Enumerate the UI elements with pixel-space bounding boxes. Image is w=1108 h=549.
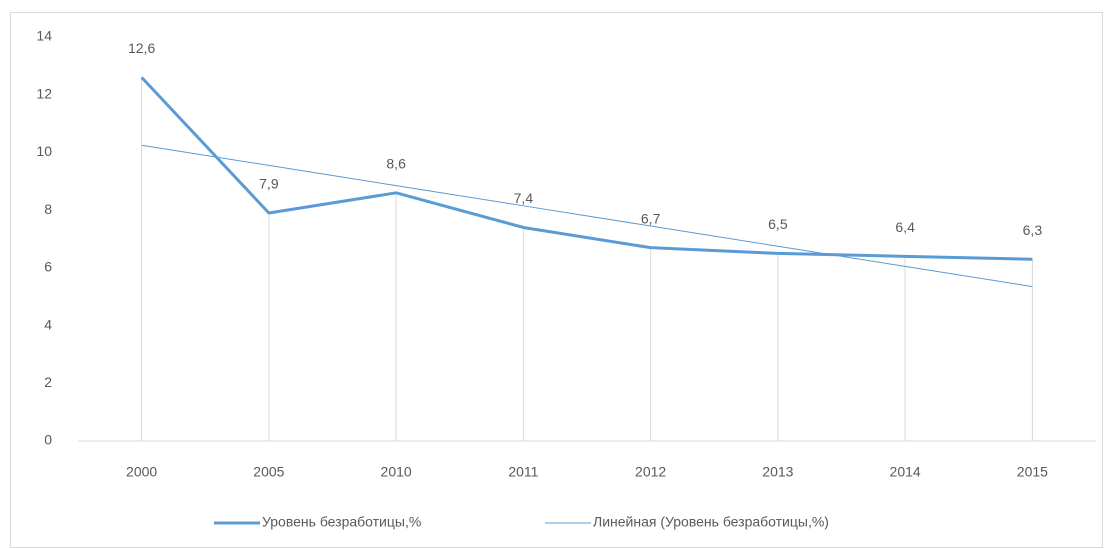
legend-label: Линейная (Уровень безработицы,%) [593, 514, 829, 530]
x-tick-label: 2011 [508, 464, 538, 480]
data-label: 6,4 [895, 219, 915, 235]
y-tick-label: 12 [36, 85, 52, 101]
x-tick-label: 2010 [381, 464, 412, 480]
data-label: 6,3 [1023, 222, 1043, 238]
data-label: 12,6 [128, 40, 155, 56]
data-label: 7,4 [514, 190, 534, 206]
x-tick-label: 2014 [890, 464, 921, 480]
x-tick-label: 2000 [126, 464, 157, 480]
legend-label: Уровень безработицы,% [262, 514, 421, 530]
trend-line [141, 144, 1033, 288]
x-tick-label: 2012 [635, 464, 666, 480]
y-tick-label: 2 [44, 374, 52, 390]
y-tick-label: 4 [44, 316, 52, 332]
chart-border [10, 12, 1103, 548]
data-label: 6,7 [641, 210, 661, 226]
x-tick-label: 2015 [1017, 464, 1048, 480]
y-tick-label: 6 [44, 259, 52, 275]
data-label: 7,9 [259, 176, 279, 192]
data-label: 6,5 [768, 216, 788, 232]
x-tick-label: 2013 [762, 464, 793, 480]
series-line [140, 76, 1033, 261]
y-tick-label: 0 [44, 432, 52, 448]
y-tick-label: 10 [36, 143, 52, 159]
x-tick-label: 2005 [253, 464, 284, 480]
y-tick-label: 8 [44, 201, 52, 217]
data-label: 8,6 [386, 156, 406, 172]
y-tick-label: 14 [36, 28, 52, 44]
